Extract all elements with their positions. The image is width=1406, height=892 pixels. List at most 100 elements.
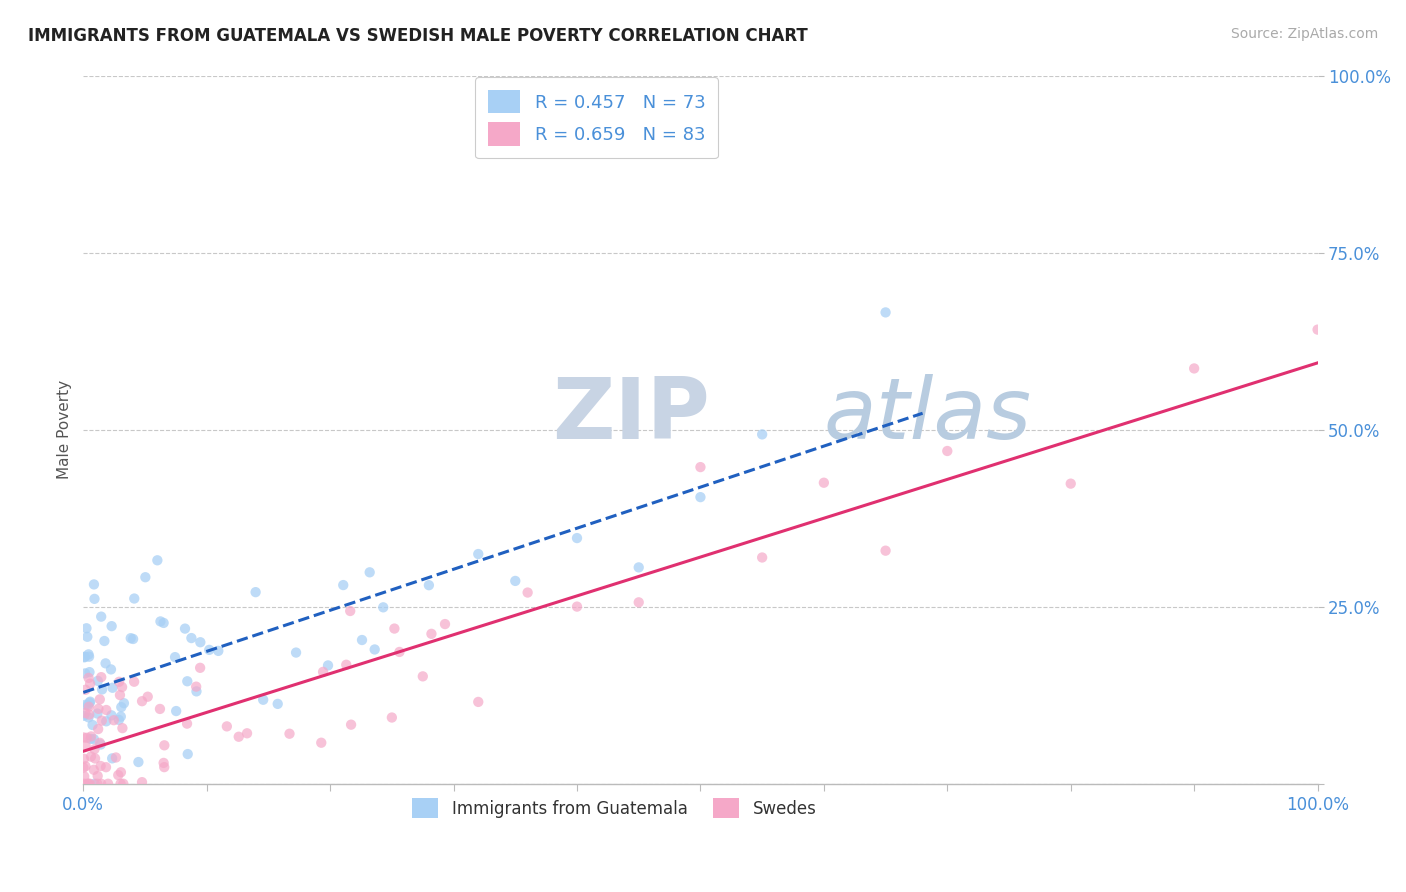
Point: [565, 599, 588, 614]
Point: [236, 726, 259, 740]
Point: [153, 739, 176, 753]
Point: [100, 662, 122, 676]
Point: [79, 777, 101, 791]
Point: [72, 761, 94, 775]
Point: [83, 777, 105, 791]
Point: [89, 692, 111, 706]
Point: [112, 777, 135, 791]
Point: [91, 682, 114, 697]
Point: [467, 547, 489, 561]
Point: [418, 578, 440, 592]
Point: [176, 674, 198, 689]
Point: [176, 716, 198, 731]
Point: [90, 714, 112, 728]
Point: [111, 680, 134, 694]
Point: [77, 699, 100, 714]
Point: [72, 731, 94, 745]
Point: [110, 700, 132, 714]
Point: [149, 702, 172, 716]
Point: [100, 708, 122, 723]
Point: [79, 676, 101, 690]
Point: [80, 749, 103, 764]
Point: [188, 661, 211, 675]
Point: [110, 709, 132, 723]
Point: [434, 617, 457, 632]
Point: [120, 631, 142, 645]
Point: [90, 738, 112, 752]
Point: [245, 585, 267, 599]
Point: [83, 763, 105, 777]
Point: [79, 731, 101, 746]
Point: [87, 673, 110, 688]
Point: [75, 706, 97, 720]
Point: [79, 696, 101, 710]
Point: [76, 777, 98, 791]
Point: [152, 756, 174, 770]
Text: atlas: atlas: [824, 374, 1032, 457]
Point: [186, 680, 208, 694]
Point: [73, 769, 96, 783]
Point: [689, 460, 711, 475]
Point: [83, 742, 105, 756]
Point: [153, 760, 176, 774]
Point: [83, 591, 105, 606]
Point: [107, 768, 129, 782]
Point: [77, 671, 100, 685]
Point: [90, 777, 112, 791]
Point: [101, 751, 124, 765]
Point: [84, 751, 107, 765]
Point: [503, 574, 526, 588]
Point: [73, 708, 96, 723]
Point: [412, 669, 434, 683]
Point: [1306, 323, 1329, 337]
Point: [82, 718, 104, 732]
Point: [165, 704, 187, 718]
Point: [77, 710, 100, 724]
Point: [136, 690, 159, 704]
Text: Source: ZipAtlas.com: Source: ZipAtlas.com: [1230, 27, 1378, 41]
Point: [87, 722, 110, 736]
Point: [627, 560, 650, 574]
Point: [627, 595, 650, 609]
Point: [90, 759, 112, 773]
Point: [875, 305, 897, 319]
Point: [94, 657, 117, 671]
Point: [127, 755, 149, 769]
Point: [316, 658, 339, 673]
Point: [124, 591, 146, 606]
Point: [131, 694, 153, 708]
Point: [198, 643, 221, 657]
Point: [90, 609, 112, 624]
Point: [75, 682, 97, 697]
Point: [751, 550, 773, 565]
Point: [340, 717, 363, 731]
Point: [350, 633, 373, 648]
Point: [76, 731, 98, 745]
Point: [96, 703, 118, 717]
Point: [104, 750, 127, 764]
Point: [73, 752, 96, 766]
Point: [75, 698, 97, 712]
Text: IMMIGRANTS FROM GUATEMALA VS SWEDISH MALE POVERTY CORRELATION CHART: IMMIGRANTS FROM GUATEMALA VS SWEDISH MAL…: [28, 27, 808, 45]
Point: [813, 475, 835, 490]
Point: [73, 649, 96, 664]
Point: [94, 760, 117, 774]
Point: [111, 721, 134, 735]
Point: [90, 670, 112, 684]
Point: [79, 695, 101, 709]
Point: [93, 634, 115, 648]
Point: [936, 444, 959, 458]
Text: ZIP: ZIP: [553, 374, 710, 457]
Point: [516, 585, 538, 599]
Point: [384, 622, 406, 636]
Point: [112, 696, 135, 710]
Point: [83, 732, 105, 747]
Point: [87, 702, 110, 716]
Point: [73, 777, 96, 791]
Point: [108, 674, 131, 689]
Point: [373, 600, 395, 615]
Point: [285, 646, 308, 660]
Point: [100, 619, 122, 633]
Y-axis label: Male Poverty: Male Poverty: [58, 380, 72, 479]
Point: [388, 645, 411, 659]
